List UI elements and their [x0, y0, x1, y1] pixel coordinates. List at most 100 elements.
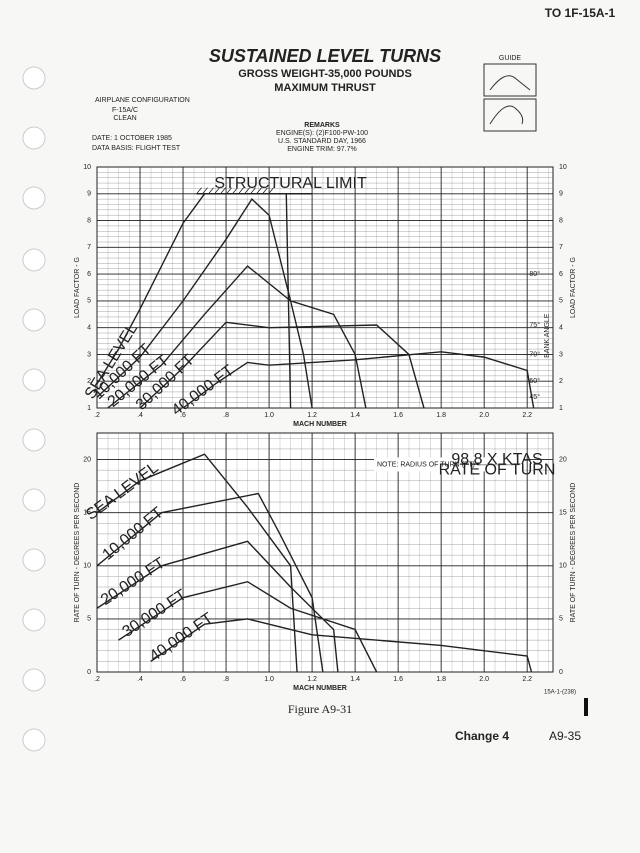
- bank-angle: 45°: [529, 393, 540, 401]
- subtitle: GROSS WEIGHT-35,000 POUNDS: [238, 68, 412, 80]
- hatch: [196, 187, 202, 195]
- page-number: A9-35: [549, 729, 581, 743]
- bank-angle: 75°: [529, 321, 540, 329]
- guide-icon: [483, 63, 537, 132]
- y-tick-label: 2: [87, 378, 91, 385]
- change: Change 4: [455, 729, 509, 743]
- punch-holes: [22, 66, 46, 752]
- x-tick-label: .6: [180, 412, 186, 419]
- y-tick-label: 20: [83, 456, 91, 463]
- remarks-line: U.S. STANDARD DAY, 1966: [278, 138, 366, 145]
- hatch: [214, 187, 220, 195]
- figure-code: 15A-1-(238): [544, 690, 576, 696]
- y-tick-label-right: 15: [559, 510, 567, 517]
- remarks-line: ENGINE TRIM: 97.7%: [287, 146, 357, 153]
- x-tick-label: 1.2: [307, 676, 317, 683]
- note-box: [374, 457, 524, 472]
- config-basis: DATA BASIS: FLIGHT TEST: [92, 145, 181, 152]
- y-tick-label-right: 5: [559, 616, 563, 623]
- bank-angle: 70°: [529, 350, 540, 358]
- series-line: [96, 453, 298, 673]
- y-tick-label-right: 5: [559, 298, 563, 305]
- x-tick-label: 1.2: [307, 412, 317, 419]
- y-tick-label: 4: [87, 325, 91, 332]
- config-date: DATE: 1 OCTOBER 1985: [92, 135, 172, 142]
- x-tick-label: 1.4: [350, 676, 360, 683]
- annotation: STRUCTURAL LIMIT: [214, 175, 367, 192]
- y-tick-label: 1: [87, 405, 91, 412]
- minor-grid: [97, 433, 553, 672]
- y-tick-label: 0: [87, 669, 91, 676]
- x-tick-label: .4: [137, 676, 143, 683]
- y-tick-label-right: 10: [559, 164, 567, 171]
- y-tick-label-right: 8: [559, 217, 563, 224]
- y-tick-label-right: 7: [559, 244, 563, 251]
- hatch: [232, 187, 238, 195]
- series-line: [118, 580, 378, 673]
- y-tick-label: 10: [83, 164, 91, 171]
- x-tick-label: .2: [94, 412, 100, 419]
- note-numerator: 98.8 X KTAS: [451, 451, 542, 468]
- x-tick-label: .4: [137, 412, 143, 419]
- remarks-line: ENGINE(S): (2)F100-PW-100: [276, 130, 368, 137]
- y-tick-label: 9: [87, 191, 91, 198]
- hatch: [268, 187, 274, 195]
- x-tick-label: 1.4: [350, 412, 360, 419]
- y-tick-label: 5: [87, 616, 91, 623]
- hatch: [238, 187, 244, 195]
- remarks-heading: REMARKS: [304, 122, 340, 129]
- note: NOTE: RADIUS OF TURN (FT) =: [377, 462, 481, 469]
- charts: .2 .4 .6 .8 1.0 1.2 1.4 1.6 1.8 2.0 2.2 1 1 2 2 3 3 4 4 5 5 6…: [74, 164, 577, 692]
- y-axis-label-right: RATE OF TURN - DEGREES PER SECOND: [570, 483, 577, 623]
- series-line: [107, 265, 367, 409]
- bank-angle-label: BANK ANGLE: [544, 313, 551, 358]
- y-tick-label: 3: [87, 351, 91, 358]
- series-line: [182, 351, 535, 409]
- x-tick-label: 1.6: [393, 676, 403, 683]
- y-tick-label-right: 0: [559, 669, 563, 676]
- hatch: [208, 187, 214, 195]
- bank-angle: 80°: [529, 270, 540, 278]
- y-tick-label: 8: [87, 217, 91, 224]
- x-tick-label: 2.0: [479, 412, 489, 419]
- y-tick-label-right: 20: [559, 456, 567, 463]
- config-heading: AIRPLANE CONFIGURATION: [95, 97, 190, 104]
- y-axis-label: RATE OF TURN - DEGREES PER SECOND: [74, 483, 81, 623]
- config-line: F-15A/C: [112, 107, 138, 114]
- x-tick-label: 1.0: [264, 412, 274, 419]
- y-tick-label: 5: [87, 298, 91, 305]
- x-tick-label: 1.8: [436, 676, 446, 683]
- y-tick-label: 15: [83, 510, 91, 517]
- hatch: [262, 187, 268, 195]
- y-tick-label-right: 2: [559, 378, 563, 385]
- change-bar: [584, 698, 588, 716]
- subtitle: MAXIMUM THRUST: [274, 82, 376, 94]
- x-tick-label: .6: [180, 676, 186, 683]
- y-tick-label-right: 4: [559, 325, 563, 332]
- y-tick-label: 6: [87, 271, 91, 278]
- y-tick-label-right: 6: [559, 271, 563, 278]
- title: SUSTAINED LEVEL TURNS: [209, 46, 441, 66]
- hatch: [256, 187, 262, 195]
- hatch: [202, 187, 208, 195]
- config-line: CLEAN: [113, 115, 136, 122]
- hatch: [226, 187, 232, 195]
- y-axis-label: LOAD FACTOR - G: [74, 257, 81, 318]
- minor-grid: [97, 167, 553, 408]
- hatch: [250, 187, 256, 195]
- x-tick-label: .8: [223, 412, 229, 419]
- x-tick-label: 1.0: [264, 676, 274, 683]
- figure-caption: Figure A9-31: [288, 702, 352, 716]
- guide-label: GUIDE: [499, 55, 522, 62]
- hatch: [244, 187, 250, 195]
- x-tick-label: 1.6: [393, 412, 403, 419]
- y-tick-label: 7: [87, 244, 91, 251]
- y-tick-label: 10: [83, 563, 91, 570]
- doc-id: TO 1F-15A-1: [545, 6, 616, 20]
- x-tick-label: 2.2: [522, 412, 532, 419]
- x-tick-label: .8: [223, 676, 229, 683]
- series-line: [96, 198, 313, 409]
- y-tick-label-right: 3: [559, 351, 563, 358]
